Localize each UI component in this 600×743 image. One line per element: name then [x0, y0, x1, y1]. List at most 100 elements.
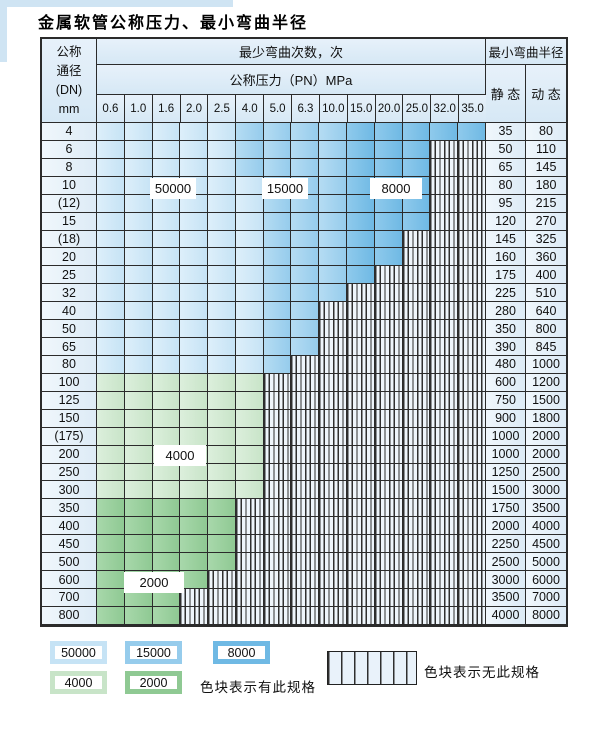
no-spec-cell — [347, 535, 375, 554]
no-spec-cell — [430, 606, 459, 625]
spec-cell-8000 — [347, 248, 375, 267]
spec-cell-2000 — [180, 535, 209, 554]
spec-cell-8000 — [402, 158, 431, 177]
no-spec-cell — [458, 373, 486, 392]
no-spec-cell — [458, 391, 486, 410]
dynamic-radius-cell: 400 — [526, 266, 566, 285]
dynamic-radius-cell: 325 — [526, 230, 566, 249]
dynamic-radius-cell: 640 — [526, 302, 566, 321]
no-spec-cell — [319, 481, 348, 500]
dn-value-cell: 100 — [42, 373, 97, 392]
dynamic-radius-cell: 2000 — [526, 445, 566, 464]
static-radius-cell: 80 — [486, 176, 526, 195]
spec-cell-8000 — [347, 230, 375, 249]
spec-cell-50000 — [124, 355, 153, 374]
spec-cell-8000 — [402, 194, 431, 213]
spec-cell-50000 — [124, 248, 153, 267]
spec-cell-15000 — [319, 212, 348, 231]
spec-cell-4000 — [97, 391, 125, 410]
pressure-cells — [97, 140, 486, 159]
no-spec-cell — [374, 606, 403, 625]
no-spec-cell — [458, 284, 486, 303]
pressure-value-header-cell: 1.6 — [152, 95, 181, 123]
no-spec-cell — [291, 499, 320, 518]
no-spec-cell — [402, 606, 431, 625]
no-spec-cell — [430, 553, 459, 572]
spec-cell-2000 — [97, 588, 125, 607]
no-spec-cell — [319, 427, 348, 446]
spec-cell-15000 — [319, 248, 348, 267]
table-row: 20 160 360 — [42, 248, 566, 267]
spec-cell-8000 — [347, 194, 375, 213]
spec-cell-50000 — [124, 194, 153, 213]
spec-cell-50000 — [208, 338, 236, 356]
spec-cell-50000 — [124, 212, 153, 231]
no-spec-cell — [458, 409, 486, 428]
spec-cell-15000 — [263, 140, 292, 159]
table-row: 200 1000 2000 — [42, 445, 566, 464]
table-row: 450 2250 4500 — [42, 535, 566, 554]
no-spec-cell — [402, 588, 431, 607]
spec-cell-2000 — [97, 571, 125, 589]
legend-swatch-8000: 8000 — [213, 641, 270, 664]
pressure-value-header-cell: 15.0 — [347, 95, 376, 123]
spec-cell-4000 — [152, 391, 181, 410]
static-radius-cell: 900 — [486, 409, 526, 428]
no-spec-cell — [263, 409, 292, 428]
pressure-cells — [97, 588, 486, 607]
spec-cell-50000 — [152, 302, 181, 321]
no-spec-cell — [319, 553, 348, 572]
dn-value-cell: 40 — [42, 302, 97, 321]
no-spec-cell — [402, 338, 431, 356]
spec-cell-4000 — [180, 391, 209, 410]
spec-cell-8000 — [347, 123, 375, 141]
spec-cell-4000 — [208, 427, 236, 446]
no-spec-cell — [319, 445, 348, 464]
legend-swatch-2000: 2000 — [125, 671, 182, 694]
no-spec-cell — [402, 571, 431, 589]
no-spec-cell — [374, 284, 403, 303]
no-spec-cell — [374, 535, 403, 554]
no-spec-cell — [458, 427, 486, 446]
dynamic-radius-cell: 215 — [526, 194, 566, 213]
spec-cell-50000 — [152, 158, 181, 177]
spec-cell-50000 — [97, 266, 125, 285]
spec-cell-15000 — [319, 140, 348, 159]
no-spec-cell — [347, 391, 375, 410]
no-spec-cell — [347, 571, 375, 589]
static-radius-cell: 3000 — [486, 571, 526, 589]
spec-cell-50000 — [235, 320, 264, 339]
spec-cell-50000 — [97, 284, 125, 303]
no-spec-cell — [430, 481, 459, 500]
pressure-value-header-cell: 2.5 — [208, 95, 237, 123]
pressure-cells — [97, 427, 486, 446]
pressure-cells — [97, 320, 486, 339]
no-spec-cell — [374, 302, 403, 321]
dynamic-radius-cell: 6000 — [526, 571, 566, 589]
legend-no-spec-note: 色块表示无此规格 — [424, 665, 540, 680]
no-spec-cell — [430, 140, 459, 159]
spec-cell-2000 — [180, 517, 209, 536]
no-spec-cell — [402, 499, 431, 518]
spec-cell-15000 — [263, 302, 292, 321]
spec-cell-50000 — [152, 338, 181, 356]
no-spec-cell — [319, 571, 348, 589]
spec-cell-50000 — [152, 266, 181, 285]
spec-cell-8000 — [374, 248, 403, 267]
spec-cell-4000 — [180, 463, 209, 482]
pressure-cells — [97, 212, 486, 231]
spec-cell-50000 — [152, 284, 181, 303]
no-spec-cell — [347, 320, 375, 339]
spec-cell-4000 — [208, 391, 236, 410]
dynamic-radius-cell: 270 — [526, 212, 566, 231]
table-row: 300 1500 3000 — [42, 481, 566, 500]
dn-value-cell: 500 — [42, 553, 97, 572]
spec-cell-2000 — [180, 499, 209, 518]
spec-cell-4000 — [124, 409, 153, 428]
spec-cell-15000 — [263, 230, 292, 249]
dn-value-cell: 25 — [42, 266, 97, 285]
pressure-cells — [97, 302, 486, 321]
spec-cell-15000 — [291, 140, 320, 159]
spec-cell-50000 — [208, 212, 236, 231]
table-row: 350 1750 3500 — [42, 499, 566, 518]
